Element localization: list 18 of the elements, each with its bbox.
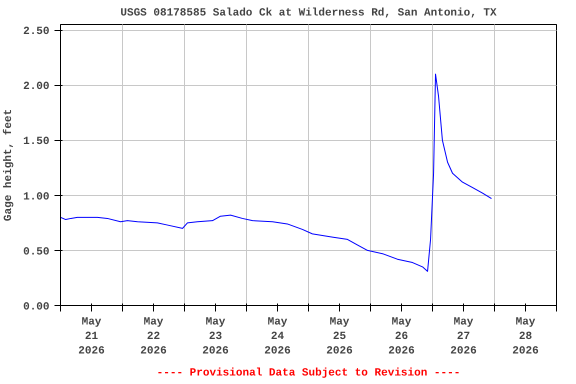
y-tick-label: 0.50 bbox=[23, 246, 50, 258]
chart-title: USGS 08178585 Salado Ck at Wilderness Rd, San Antonio, TX bbox=[120, 8, 498, 20]
x-tick-label: May 26 2026 bbox=[388, 316, 415, 358]
y-tick-label: 1.50 bbox=[23, 136, 50, 148]
x-tick-label: May 24 2026 bbox=[264, 316, 291, 358]
x-tick-label: May 23 2026 bbox=[202, 316, 229, 358]
text: ---- Provisional Data Subject to Revision ---- bbox=[156, 368, 460, 380]
y-tick-label: 1.00 bbox=[23, 191, 50, 204]
line-series bbox=[60, 74, 492, 272]
y-axis-title: Gage height, feet bbox=[2, 108, 16, 222]
x-tick-label: May 25 2026 bbox=[326, 316, 353, 358]
y-tick-label: 2.00 bbox=[23, 81, 50, 94]
x-tick-label: May 27 2026 bbox=[450, 316, 477, 358]
y-tick-label: 2.50 bbox=[23, 26, 50, 38]
y-tick-label: 0.00 bbox=[23, 302, 50, 314]
x-tick-label: May 22 2026 bbox=[140, 316, 167, 358]
x-tick-label: May 21 2026 bbox=[78, 316, 105, 358]
x-tick-label: May 28 2026 bbox=[512, 316, 539, 358]
